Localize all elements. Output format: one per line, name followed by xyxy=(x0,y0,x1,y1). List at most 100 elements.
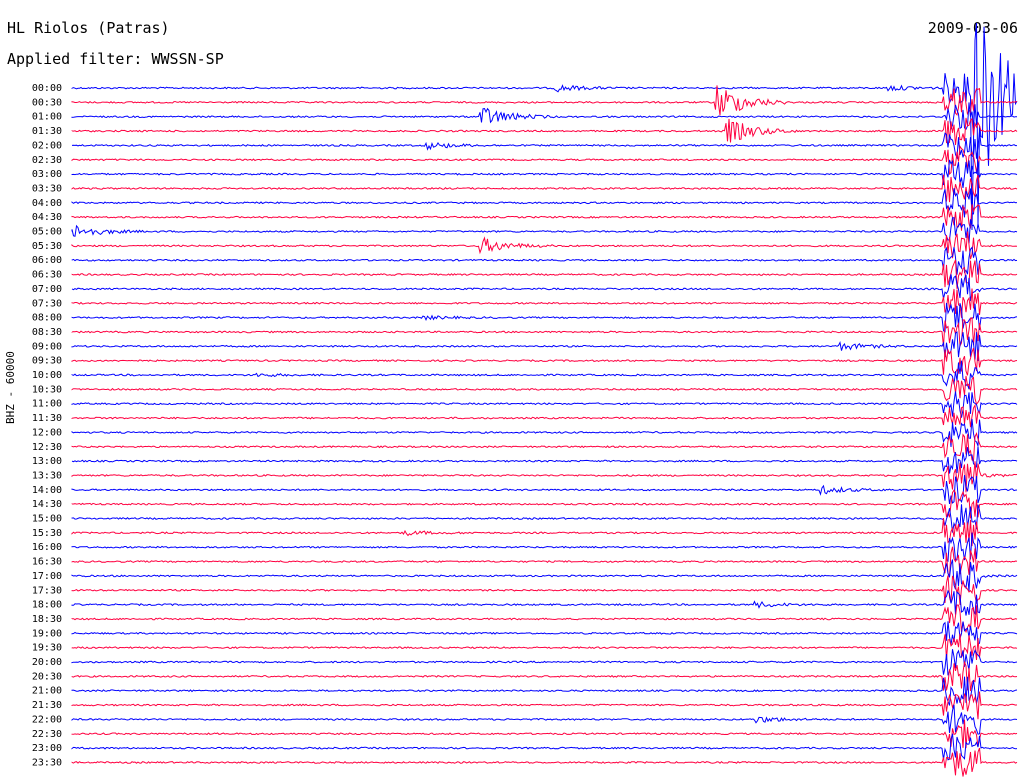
row-time-label: 06:00 xyxy=(32,255,62,266)
row-time-label: 11:30 xyxy=(32,413,62,424)
trace-line xyxy=(71,360,1018,390)
row-time-label: 09:00 xyxy=(32,341,62,352)
row-time-label: 10:00 xyxy=(32,370,62,381)
row-time-label: 20:00 xyxy=(32,657,62,668)
trace-line xyxy=(71,131,1017,160)
row-time-label: 14:30 xyxy=(32,499,62,510)
row-time-label: 12:30 xyxy=(32,442,62,453)
trace-line xyxy=(71,302,1018,333)
trace-line xyxy=(71,204,1018,231)
trace-line xyxy=(71,691,1018,720)
row-time-label: 19:30 xyxy=(32,643,62,654)
trace-line xyxy=(71,375,1018,406)
row-time-label: 18:00 xyxy=(32,600,62,611)
trace-line xyxy=(71,85,1018,116)
row-time-label: 09:30 xyxy=(32,356,62,367)
trace-line xyxy=(71,660,1018,692)
row-time-label: 04:30 xyxy=(32,212,62,223)
row-time-label: 21:00 xyxy=(32,686,62,697)
trace-line xyxy=(71,159,1018,188)
row-time-label: 05:30 xyxy=(32,241,62,252)
trace-line xyxy=(71,274,1018,302)
row-time-label: 04:00 xyxy=(32,198,62,209)
trace-line xyxy=(71,747,1018,777)
row-time-label: 22:30 xyxy=(32,729,62,740)
row-time-label: 17:30 xyxy=(32,585,62,596)
row-time-label: 01:00 xyxy=(32,112,62,123)
trace-line xyxy=(71,117,1018,146)
trace-line xyxy=(71,102,1017,131)
trace-line xyxy=(71,575,1018,605)
trace-line xyxy=(71,649,1018,676)
trace-line xyxy=(71,518,1018,547)
trace-line xyxy=(71,403,1017,428)
trace-line xyxy=(71,489,1018,519)
row-time-label: 03:30 xyxy=(32,183,62,194)
trace-line xyxy=(71,676,1018,706)
row-time-label: 17:00 xyxy=(32,571,62,582)
row-time-label: 02:30 xyxy=(32,155,62,166)
trace-line xyxy=(71,604,1018,634)
trace-line xyxy=(71,621,1018,646)
trace-line xyxy=(71,259,1018,289)
row-time-label: 00:30 xyxy=(32,97,62,108)
trace-line xyxy=(71,532,1018,563)
trace-line xyxy=(71,719,1018,749)
row-time-label: 21:30 xyxy=(32,700,62,711)
trace-line xyxy=(71,231,1018,260)
trace-line xyxy=(71,704,1018,735)
trace-line xyxy=(71,418,1018,448)
trace-line xyxy=(71,446,1018,474)
row-time-label: 01:30 xyxy=(32,126,62,137)
trace-line xyxy=(71,633,1018,661)
trace-line xyxy=(71,246,1018,275)
row-time-label: 19:00 xyxy=(32,628,62,639)
trace-line xyxy=(71,432,1018,462)
trace-line xyxy=(71,217,1018,244)
trace-line xyxy=(71,504,1018,533)
trace-line xyxy=(71,589,1018,616)
trace-line xyxy=(71,461,1018,493)
trace-line xyxy=(71,331,1018,362)
trace-line xyxy=(71,188,1018,218)
row-time-label: 02:00 xyxy=(32,140,62,151)
row-time-label: 08:00 xyxy=(32,313,62,324)
trace-line xyxy=(71,22,1018,231)
row-time-label: 23:30 xyxy=(32,757,62,768)
trace-line xyxy=(71,546,1018,577)
trace-line xyxy=(71,174,1018,203)
trace-line xyxy=(71,475,1018,504)
row-time-label: 07:30 xyxy=(32,298,62,309)
row-time-label: 08:30 xyxy=(32,327,62,338)
row-time-label: 03:00 xyxy=(32,169,62,180)
row-time-label: 06:30 xyxy=(32,270,62,281)
row-time-label: 15:00 xyxy=(32,514,62,525)
trace-line xyxy=(71,347,1018,376)
trace-line xyxy=(71,733,1018,761)
row-time-label: 20:30 xyxy=(32,671,62,682)
row-time-label: 18:30 xyxy=(32,614,62,625)
row-time-label: 16:00 xyxy=(32,542,62,553)
row-time-label: 23:00 xyxy=(32,743,62,754)
trace-line xyxy=(71,144,1018,175)
trace-line xyxy=(71,288,1018,318)
row-time-label: 10:30 xyxy=(32,384,62,395)
filter-label: Applied filter: WWSSN-SP xyxy=(7,50,224,68)
station-title: HL Riolos (Patras) xyxy=(7,19,170,37)
trace-line xyxy=(71,391,1018,418)
row-time-label: 16:30 xyxy=(32,557,62,568)
row-time-label: 14:00 xyxy=(32,485,62,496)
row-time-label: 05:00 xyxy=(32,227,62,238)
row-time-label: 13:30 xyxy=(32,470,62,481)
row-time-label: 11:00 xyxy=(32,399,62,410)
row-time-label: 13:00 xyxy=(32,456,62,467)
date-label: 2009-03-06 xyxy=(927,19,1018,37)
trace-line xyxy=(71,559,1018,592)
trace-line xyxy=(71,316,1018,348)
row-time-label: 12:00 xyxy=(32,427,62,438)
row-time-label: 00:00 xyxy=(32,83,62,94)
row-time-label: 22:00 xyxy=(32,714,62,725)
row-time-label: 07:00 xyxy=(32,284,62,295)
